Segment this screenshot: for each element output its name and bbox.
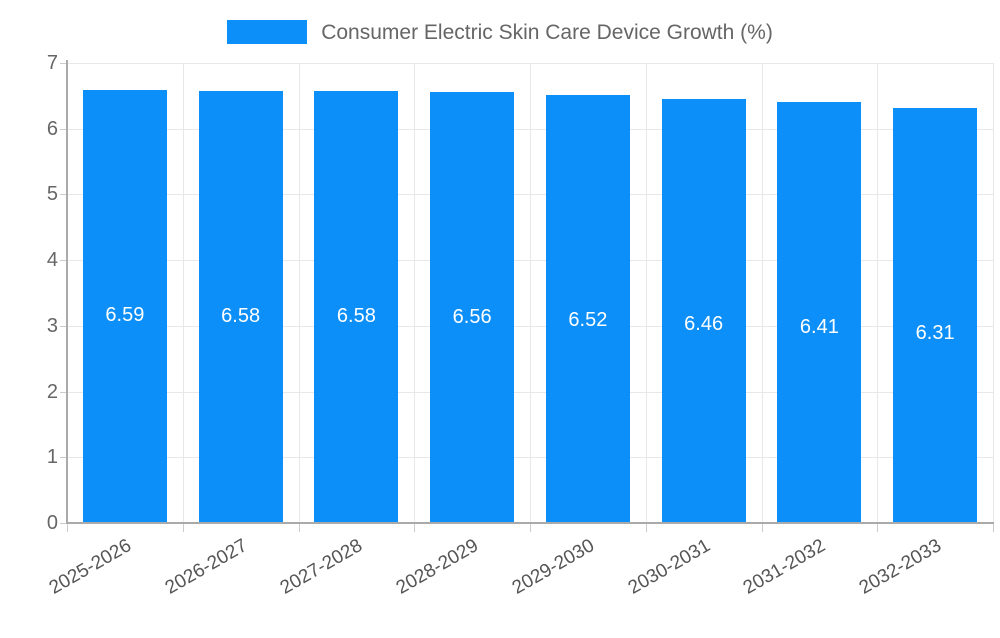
x-axis-line [66, 522, 994, 524]
x-axis-tick-mark [182, 524, 184, 532]
chart-legend: Consumer Electric Skin Care Device Growt… [0, 14, 1000, 50]
y-axis-tick-mark [60, 260, 67, 262]
x-axis-tick-mark [67, 524, 68, 532]
x-axis-label-text: 2029-2030 [508, 535, 598, 599]
x-axis-tick-mark [530, 524, 531, 532]
bar-value-label: 6.56 [452, 305, 492, 328]
x-axis-tick-mark [645, 524, 647, 532]
bar[interactable]: 6.59 [82, 89, 167, 523]
bar-value-label: 6.58 [336, 304, 376, 327]
y-axis-tick-label: 3 [46, 314, 58, 337]
y-axis-tick-mark [60, 457, 67, 459]
y-axis-tick-label: 2 [46, 380, 58, 403]
legend-label: Consumer Electric Skin Care Device Growt… [321, 20, 773, 44]
y-axis-tick-mark [60, 325, 67, 327]
bar[interactable]: 6.46 [661, 98, 746, 523]
bar[interactable]: 6.41 [777, 101, 862, 523]
bar[interactable]: 6.31 [893, 108, 978, 523]
y-axis-tick-mark [60, 194, 67, 196]
y-axis-tick-mark [60, 128, 67, 130]
x-axis-tick-mark [877, 524, 879, 532]
y-axis-tick-label: 6 [46, 117, 58, 140]
legend-color-swatch[interactable] [227, 20, 308, 44]
y-axis-tick-mark [60, 523, 67, 524]
y-axis-tick-mark [60, 63, 67, 64]
gridline-vertical [414, 63, 416, 523]
gridline-vertical [761, 63, 763, 523]
x-axis-tick-mark [414, 524, 416, 532]
x-axis-tick-mark [993, 524, 994, 532]
y-axis-line [66, 60, 68, 524]
y-axis-tick-label: 0 [46, 512, 58, 534]
bar[interactable]: 6.52 [545, 94, 630, 523]
x-axis-label-text: 2028-2029 [392, 535, 483, 599]
bar[interactable]: 6.58 [198, 90, 283, 523]
x-axis-label-text: 2027-2028 [277, 535, 367, 599]
gridline-vertical [182, 63, 184, 523]
gridline-vertical [993, 63, 994, 523]
bar-value-label: 6.31 [915, 322, 955, 345]
x-axis-tick-mark [761, 524, 763, 532]
y-axis-tick-mark [60, 391, 67, 393]
bar[interactable]: 6.58 [314, 90, 399, 523]
y-axis-tick-label: 1 [46, 446, 58, 469]
y-axis-tick-label: 7 [46, 52, 58, 74]
x-axis-label-text: 2031-2032 [740, 535, 830, 599]
bar-value-label: 6.58 [221, 304, 261, 327]
y-axis-ticks: 0 1 2 3 4 5 6 7 [0, 0, 67, 600]
plot-area: 6.59 6.58 6.58 6.56 6.52 6.46 6.41 6.31 [67, 63, 994, 524]
bar-value-label: 6.41 [799, 315, 839, 338]
y-axis-tick-label: 5 [46, 183, 58, 206]
x-axis-label-text: 2030-2031 [624, 535, 714, 599]
x-axis-tick-mark [298, 524, 300, 532]
bar-chart: Consumer Electric Skin Care Device Growt… [0, 0, 1000, 600]
x-axis-label-text: 2025-2026 [45, 535, 135, 599]
bar-value-label: 6.52 [568, 308, 608, 331]
x-axis-label-text: 2032-2033 [855, 535, 946, 599]
y-axis-tick-label: 4 [46, 249, 58, 272]
gridline-vertical [877, 63, 879, 523]
bar-value-label: 6.46 [684, 312, 724, 335]
gridline-vertical [530, 63, 531, 523]
gridline-vertical [298, 63, 300, 523]
bar[interactable]: 6.56 [430, 91, 515, 523]
bar-value-label: 6.59 [105, 303, 145, 326]
gridline-vertical [645, 63, 647, 523]
x-axis-label-text: 2026-2027 [161, 535, 251, 599]
